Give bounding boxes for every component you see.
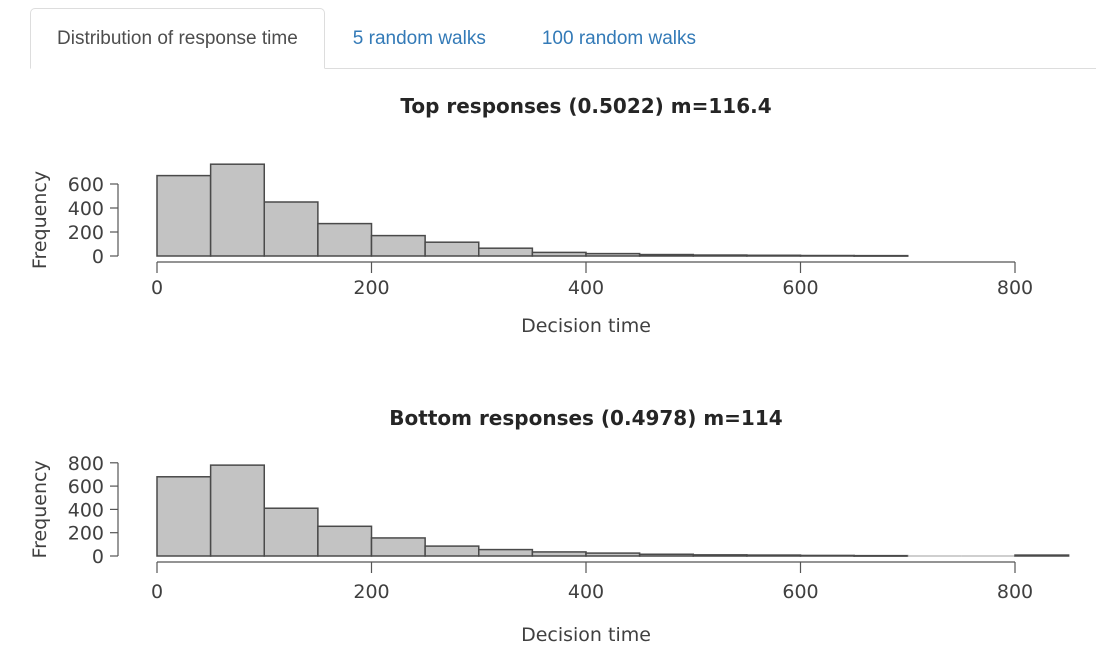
y-tick-label: 600: [68, 476, 104, 498]
y-tick-label: 600: [68, 174, 104, 196]
histogram-bar: [209, 163, 266, 257]
tab-100-random-walks[interactable]: 100 random walks: [541, 28, 697, 49]
y-tick-label: 0: [92, 246, 104, 268]
histogram-bar: [746, 554, 802, 557]
x-tick-label: 0: [151, 277, 163, 299]
histogram-bar: [853, 554, 909, 557]
x-tick-label: 400: [568, 581, 604, 603]
histogram-bar: [746, 254, 802, 257]
plot-panel: Top responses (0.5022) m=116.4 0 200 400 600…: [0, 86, 1096, 668]
y-tick-label: 800: [68, 453, 104, 475]
histogram-bars: [156, 163, 909, 257]
y-tick-label: 0: [92, 546, 104, 568]
histogram-bar: [156, 476, 212, 557]
y-tick-label: 400: [68, 198, 104, 220]
histogram-bar: [585, 252, 641, 257]
x-axis: 0 200 400 600 800 Decision time: [151, 261, 1033, 337]
histogram-bar: [478, 247, 534, 257]
histogram-bar: [692, 254, 748, 257]
histogram-bar: [370, 234, 426, 257]
x-tick-label: 0: [151, 581, 163, 603]
histogram-bar: [638, 553, 695, 557]
histogram-bar: [424, 241, 480, 257]
y-axis-title: Frequency: [29, 171, 51, 269]
histogram-bar: [317, 222, 373, 257]
histogram-bar: [1014, 554, 1070, 557]
histogram-bar: [531, 251, 587, 257]
histogram-bar: [317, 525, 373, 557]
histogram-bar: [638, 253, 695, 257]
x-axis-title: Decision time: [521, 624, 651, 646]
x-tick-label: 200: [353, 277, 389, 299]
histogram-bar: [799, 254, 855, 257]
plot-bottom-responses-histogram: Bottom responses (0.4978) m=114 0 200 400 60…: [0, 399, 1096, 668]
tab-5-random-walks[interactable]: 5 random walks: [352, 28, 486, 49]
histogram-bar: [853, 254, 909, 257]
histogram-bar: [263, 507, 319, 557]
y-tick-label: 200: [68, 523, 104, 545]
histogram-bar: [692, 554, 748, 557]
tab-bar: Distribution of response time 5 random w…: [30, 8, 1096, 69]
plot-top-responses-histogram: Top responses (0.5022) m=116.4 0 200 400 600…: [0, 86, 1096, 399]
y-axis-title: Frequency: [29, 460, 51, 558]
chart-title: Top responses (0.5022) m=116.4: [400, 94, 771, 118]
tab-distribution-of-response-time[interactable]: Distribution of response time: [30, 8, 325, 69]
chart-title: Bottom responses (0.4978) m=114: [389, 406, 782, 430]
y-tick-label: 400: [68, 499, 104, 521]
histogram-bar: [263, 201, 319, 257]
histogram-bar: [799, 554, 855, 557]
x-tick-label: 800: [997, 277, 1033, 299]
x-axis: 0 200 400 600 800 Decision time: [151, 561, 1033, 646]
x-axis-title: Decision time: [521, 315, 651, 337]
x-tick-label: 600: [782, 581, 818, 603]
histogram-bar: [531, 551, 587, 557]
histogram-bar: [156, 174, 212, 257]
x-tick-label: 400: [568, 277, 604, 299]
x-tick-label: 600: [782, 277, 818, 299]
histogram-bar: [370, 537, 426, 557]
y-tick-label: 200: [68, 222, 104, 244]
histogram-bar: [478, 548, 534, 557]
x-tick-label: 800: [997, 581, 1033, 603]
histogram-bar: [424, 545, 480, 557]
histogram-bar: [585, 552, 641, 557]
histogram-bar: [209, 464, 266, 557]
x-tick-label: 200: [353, 581, 389, 603]
histogram-bars: [156, 464, 1070, 557]
